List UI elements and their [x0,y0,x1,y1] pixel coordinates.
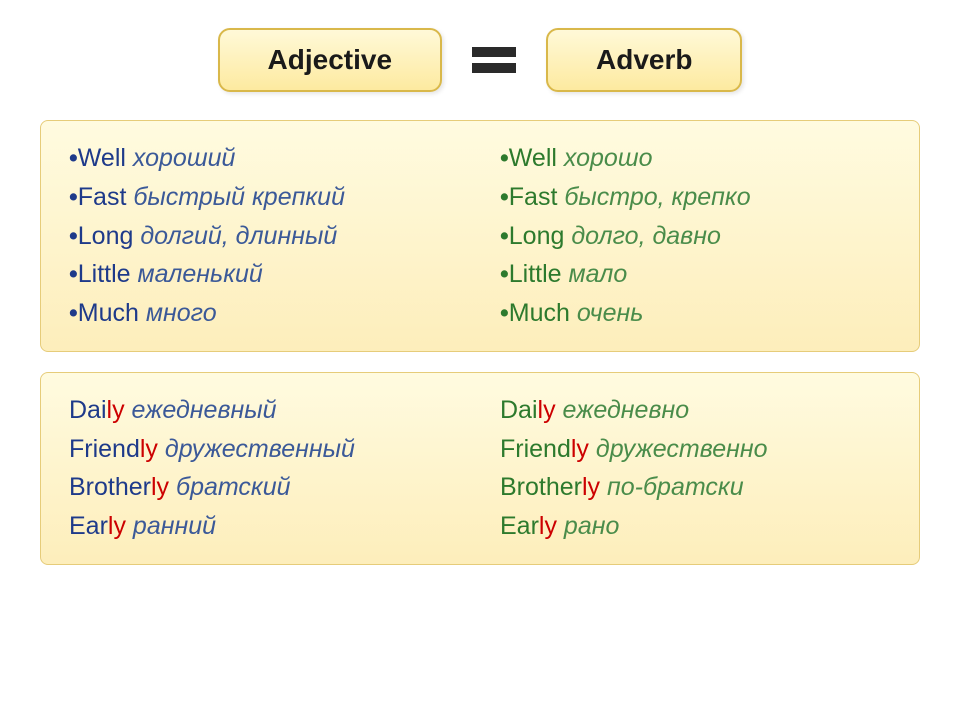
ly-adverb-entry: Early рано [500,507,891,546]
adjective-header: Adjective [218,28,443,92]
ly-adverb-entry: Brotherly по-братски [500,468,891,507]
ly-adjective-entry: Early ранний [69,507,460,546]
bullet-icon: • [69,222,78,250]
adjective-entry: •Long долгий, длинный [69,217,460,256]
stem: Brother [69,473,151,501]
bullet-icon: • [69,144,78,172]
ly-adjective-entry: Daily ежедневный [69,391,460,430]
translation: по-братски [607,473,744,501]
suffix: ly [571,435,589,463]
word: Long [78,222,134,250]
ly-adverb-entry: Daily ежедневно [500,391,891,430]
bullet-icon: • [69,260,78,288]
translation: ранний [133,512,216,540]
translation: рано [564,512,619,540]
translation: ежедневно [563,396,690,424]
adjective-entry: •Fast быстрый крепкий [69,178,460,217]
adjective-entry: •Well хороший [69,139,460,178]
word: Little [78,260,131,288]
adverb-entry: •Fast быстро, крепко [500,178,891,217]
translation: дружественно [596,435,768,463]
stem: Brother [500,473,582,501]
adverb-entry: •Much очень [500,294,891,333]
adverb-entry: •Long долго, давно [500,217,891,256]
word: Well [78,144,126,172]
bullet-icon: • [500,144,509,172]
bullet-icon: • [500,222,509,250]
ly-adjective-entry: Brotherly братский [69,468,460,507]
word: Much [509,299,570,327]
translation: очень [577,299,644,327]
word: Fast [509,183,558,211]
suffix: ly [140,435,158,463]
suffix: ly [539,512,557,540]
adverb-column: •Well хорошо•Fast быстро, крепко•Long до… [500,139,891,333]
suffix: ly [108,512,126,540]
adjective-entry: •Little маленький [69,255,460,294]
ly-adverb-entry: Friendly дружественно [500,430,891,469]
adjective-column: •Well хороший•Fast быстрый крепкий•Long … [69,139,460,333]
bullet-icon: • [69,183,78,211]
translation: братский [176,473,291,501]
stem: Ear [500,512,539,540]
translation: хорошо [564,144,653,172]
main-panel: •Well хороший•Fast быстрый крепкий•Long … [40,120,920,352]
ly-adverb-column: Daily ежедневноFriendly дружественноBrot… [500,391,891,546]
suffix: ly [538,396,556,424]
equals-icon [472,47,516,73]
stem: Dai [69,396,107,424]
word: Little [509,260,562,288]
ly-adjective-column: Daily ежедневныйFriendly дружественныйBr… [69,391,460,546]
stem: Dai [500,396,538,424]
translation: хороший [133,144,236,172]
translation: много [146,299,217,327]
translation: долго, давно [571,222,721,250]
word: Well [509,144,557,172]
adverb-header: Adverb [546,28,742,92]
header-row: Adjective Adverb [40,28,920,92]
bullet-icon: • [500,183,509,211]
stem: Ear [69,512,108,540]
stem: Friend [500,435,571,463]
adverb-entry: •Little мало [500,255,891,294]
word: Much [78,299,139,327]
word: Fast [78,183,127,211]
suffix: ly [582,473,600,501]
translation: мало [569,260,628,288]
ly-adjective-entry: Friendly дружественный [69,430,460,469]
translation: быстро, крепко [564,183,750,211]
word: Long [509,222,565,250]
translation: ежедневный [132,396,277,424]
adjective-entry: •Much много [69,294,460,333]
bullet-icon: • [500,260,509,288]
bullet-icon: • [69,299,78,327]
bottom-panel: Daily ежедневныйFriendly дружественныйBr… [40,372,920,565]
translation: дружественный [165,435,355,463]
translation: долгий, длинный [140,222,337,250]
translation: быстрый крепкий [133,183,345,211]
bullet-icon: • [500,299,509,327]
adverb-entry: •Well хорошо [500,139,891,178]
stem: Friend [69,435,140,463]
suffix: ly [107,396,125,424]
suffix: ly [151,473,169,501]
translation: маленький [138,260,263,288]
